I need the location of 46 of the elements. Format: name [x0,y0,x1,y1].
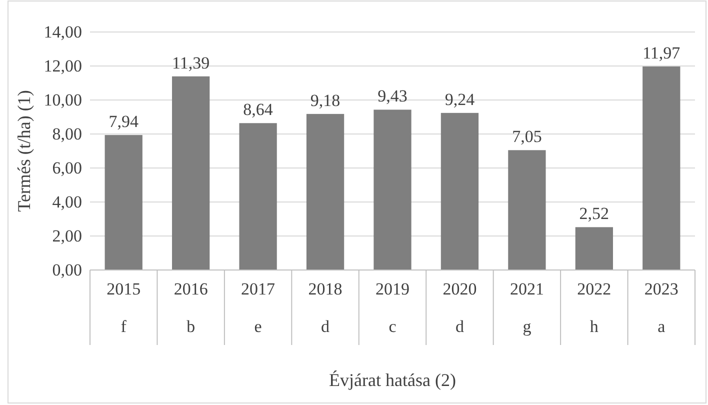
data-label: 8,64 [243,100,274,120]
text: f [120,317,127,336]
y-tick-label: 14,00 [44,22,82,42]
data-label: 11,97 [642,44,681,63]
data-label: 11,39 [172,53,210,72]
x-axis-title: Évjárat hatása (2) [329,370,456,390]
data-label: 9,18 [310,90,340,110]
y-tick-label: 8,00 [52,124,82,144]
y-axis-title: Termés (t/ha) (1) [14,90,34,212]
text: d [455,317,464,336]
bar [374,110,412,270]
bar [642,66,680,270]
x-tick-label: 2023 [644,280,678,298]
text: d [321,317,330,336]
data-label: 7,05 [512,127,542,146]
bar [172,76,210,270]
x-tick-label: 2018 [308,280,342,298]
bar [239,123,277,270]
data-label: 9,43 [378,86,408,106]
x-tick-label: 2020 [442,280,477,298]
y-tick-label: 10,00 [44,90,82,110]
y-tick-label: 6,00 [52,158,82,178]
y-tick-label: 2,00 [52,226,82,246]
x-tick-label: 2017 [241,280,276,298]
text: g [522,317,532,336]
y-tick-label: 4,00 [52,192,82,212]
bar [306,114,344,270]
bar [104,135,142,270]
y-tick-label: 0,00 [52,260,82,280]
text: a [658,317,666,336]
text: c [388,317,397,336]
bar [575,227,613,270]
text: h [590,317,599,336]
x-tick-label: 2022 [577,280,612,298]
x-tick-label: 2021 [510,280,544,298]
data-label: 9,24 [444,90,476,109]
data-label: 2,52 [579,204,610,224]
x-tick-label: 2016 [174,280,208,298]
text: e [254,317,262,336]
x-tick-label: 2015 [106,280,141,298]
bar [508,150,546,270]
bar [440,112,479,270]
y-tick-label: 12,00 [44,56,82,76]
data-label: 7,94 [108,112,139,132]
text: b [186,317,196,336]
x-tick-label: 2019 [376,280,410,298]
